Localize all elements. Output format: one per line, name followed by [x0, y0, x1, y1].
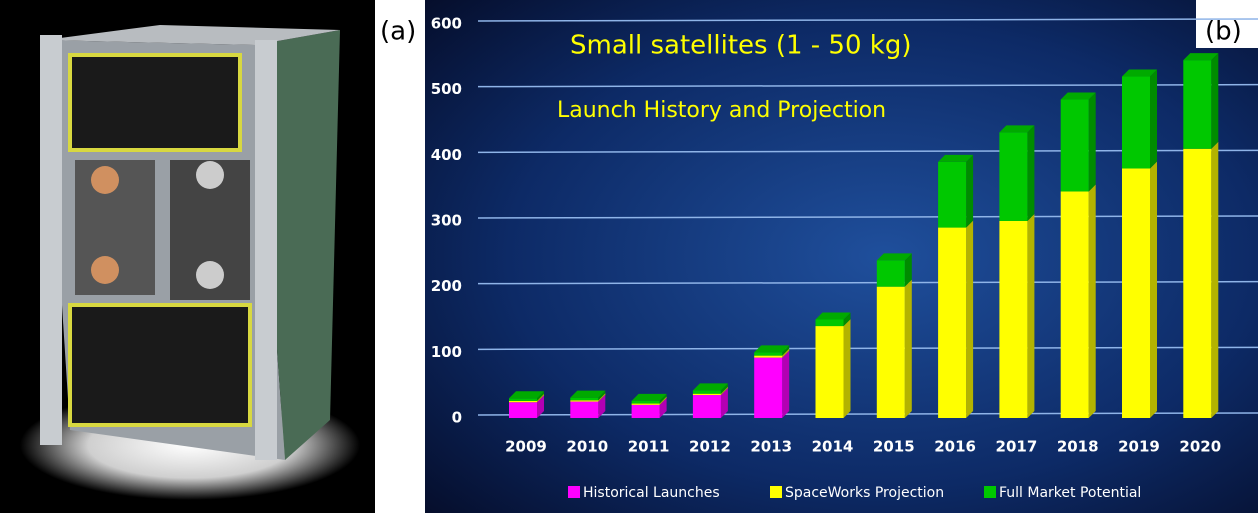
x-tick-label: 2012	[689, 438, 731, 456]
figure: (a) (b) Small satellites (1 - 50 kg) Lau…	[0, 0, 1258, 513]
chart-subtitle: Launch History and Projection	[557, 98, 886, 123]
bar	[877, 260, 905, 286]
legend-swatch	[984, 486, 996, 498]
x-tick-label: 2014	[812, 438, 854, 456]
legend-label: Historical Launches	[583, 485, 720, 501]
x-tick-label: 2020	[1179, 438, 1221, 456]
x-tick-label: 2009	[505, 438, 547, 456]
bar	[693, 394, 721, 395]
x-tick-label: 2018	[1057, 438, 1099, 456]
bar-side	[782, 351, 789, 418]
bar-side	[1027, 125, 1034, 221]
bar	[816, 320, 844, 327]
bar	[1183, 149, 1211, 418]
bar-side	[1211, 53, 1218, 149]
legend-swatch	[770, 486, 782, 498]
bar	[754, 358, 782, 418]
bar-side	[1089, 184, 1096, 418]
bar	[632, 404, 660, 405]
bar-side	[844, 319, 851, 418]
y-tick-label: 0	[452, 409, 462, 427]
panel-label: (b)	[1205, 17, 1242, 47]
legend-swatch	[568, 486, 580, 498]
page: {"chart_data": {"type": "bar", "stacked"…	[0, 0, 1258, 513]
bar	[570, 402, 598, 418]
bar	[632, 405, 660, 418]
bar-side	[1211, 142, 1218, 418]
y-tick-label: 300	[431, 212, 462, 230]
bar	[999, 221, 1027, 418]
y-tick-label: 500	[431, 80, 462, 98]
bar	[570, 398, 598, 401]
bar-side	[1089, 93, 1096, 192]
bar	[509, 398, 537, 401]
bar	[754, 352, 782, 355]
y-tick-label: 200	[431, 277, 462, 295]
bar	[693, 390, 721, 393]
bar	[693, 395, 721, 418]
bar	[1061, 100, 1089, 192]
bar	[1183, 60, 1211, 149]
bar	[570, 400, 598, 401]
bar-side	[905, 280, 912, 418]
bar	[754, 356, 782, 358]
x-tick-label: 2016	[934, 438, 976, 456]
bar-side	[1027, 214, 1034, 418]
y-tick-label: 600	[431, 15, 462, 33]
bar	[509, 402, 537, 418]
legend-label: Full Market Potential	[999, 485, 1141, 501]
legend-label: SpaceWorks Projection	[785, 485, 944, 501]
x-tick-label: 2017	[996, 438, 1038, 456]
y-tick-label: 400	[431, 146, 462, 164]
bar	[816, 326, 844, 418]
x-tick-label: 2015	[873, 438, 915, 456]
bar	[938, 162, 966, 228]
x-tick-label: 2011	[628, 438, 670, 456]
bar	[1061, 191, 1089, 418]
bar	[1122, 168, 1150, 418]
satellite-photo	[0, 0, 375, 513]
x-tick-label: 2013	[750, 438, 792, 456]
chart-title: Small satellites (1 - 50 kg)	[570, 31, 911, 61]
x-tick-label: 2010	[566, 438, 608, 456]
panel-label: (a)	[380, 17, 416, 47]
bar	[877, 287, 905, 418]
bar	[509, 401, 537, 402]
bar-side	[966, 221, 973, 418]
bar	[999, 132, 1027, 221]
x-tick-label: 2019	[1118, 438, 1160, 456]
bar-side	[966, 155, 973, 228]
bar	[938, 228, 966, 418]
bar	[632, 401, 660, 404]
y-tick-label: 100	[431, 343, 462, 361]
bar-side	[1150, 70, 1157, 169]
bar-side	[1150, 161, 1157, 418]
bar	[1122, 77, 1150, 169]
